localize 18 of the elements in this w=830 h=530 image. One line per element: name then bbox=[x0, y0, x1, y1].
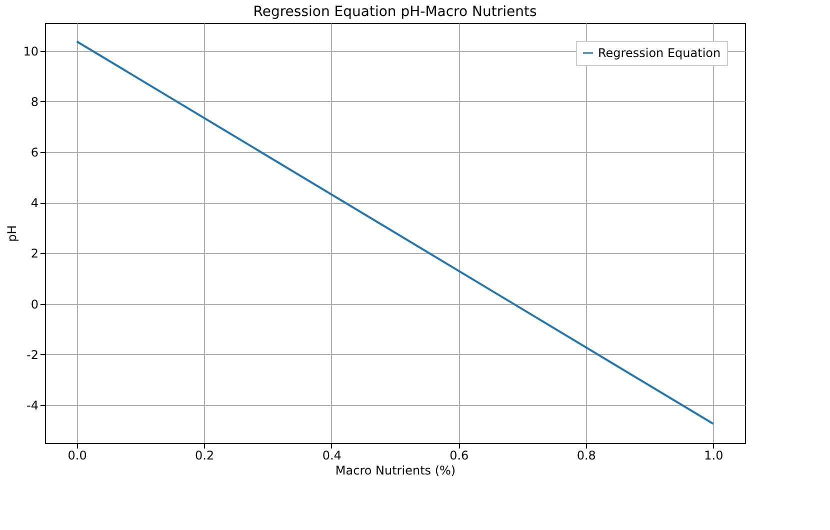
x-tick-label: 0.6 bbox=[450, 448, 469, 462]
x-axis-title: Macro Nutrients (%) bbox=[335, 464, 456, 478]
y-tick-label: 0 bbox=[30, 297, 38, 312]
y-tick-label: 10 bbox=[23, 44, 38, 58]
chart-title: Regression Equation pH-Macro Nutrients bbox=[253, 4, 537, 20]
y-tick-label: -2 bbox=[26, 348, 38, 362]
y-tick-label: -4 bbox=[26, 398, 38, 413]
x-tick-label: 1.0 bbox=[704, 448, 724, 462]
y-tick-label: 2 bbox=[30, 246, 38, 261]
x-tick-label: 0.4 bbox=[322, 448, 342, 462]
y-axis-title: pH bbox=[5, 225, 20, 242]
y-tick-label: 4 bbox=[30, 196, 38, 210]
y-tick-label: 6 bbox=[30, 146, 38, 160]
x-tick-label: 0.0 bbox=[68, 448, 87, 462]
y-tick-label: 8 bbox=[30, 94, 38, 109]
x-tick-label: 0.2 bbox=[195, 448, 214, 462]
legend-label: Regression Equation bbox=[598, 46, 721, 60]
x-tick-label: 0.8 bbox=[576, 448, 596, 462]
